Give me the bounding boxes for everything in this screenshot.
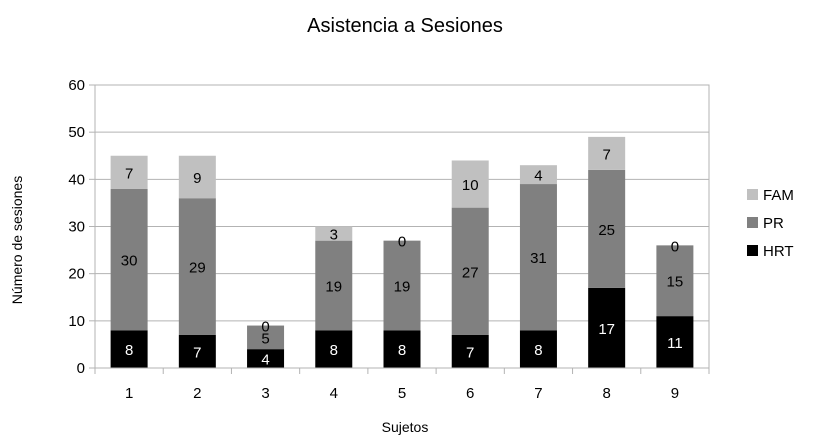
data-label-hrt: 4 (261, 352, 269, 369)
bar-hrt (519, 330, 557, 368)
y-tick-label: 40 (68, 171, 85, 188)
y-axis-title: Número de sesiones (9, 176, 25, 304)
data-label-fam: 9 (193, 170, 201, 187)
data-label-pr: 25 (598, 222, 615, 239)
x-tick-label: 1 (125, 385, 133, 402)
bar-hrt (247, 349, 285, 368)
y-tick-label: 0 (77, 360, 85, 377)
data-label-pr: 29 (189, 260, 206, 277)
data-label-fam: 0 (671, 238, 679, 255)
data-label-fam: 7 (125, 165, 133, 182)
data-label-hrt: 11 (667, 335, 683, 352)
data-label-hrt: 7 (466, 344, 474, 361)
data-label-pr: 27 (462, 264, 479, 281)
legend: FAM PR HRT (747, 187, 794, 260)
data-label-pr: 5 (261, 330, 269, 347)
data-label-hrt: 8 (534, 342, 542, 359)
x-tick-label: 9 (671, 385, 679, 402)
bar-hrt (588, 287, 626, 368)
data-label-hrt: 7 (193, 344, 201, 361)
bar-hrt (451, 334, 489, 368)
x-tick-label: 2 (193, 385, 201, 402)
y-tick-label: 50 (68, 124, 85, 141)
y-tick-label: 20 (68, 266, 85, 283)
bar-fam (178, 155, 216, 199)
legend-swatch-pr (747, 217, 758, 228)
x-tick-label: 7 (534, 385, 542, 402)
bar-pr (178, 198, 216, 335)
data-label-fam: 4 (534, 168, 542, 185)
data-label-pr: 30 (121, 253, 138, 270)
data-label-hrt: 17 (598, 321, 615, 338)
bar-hrt (178, 334, 216, 368)
bar-pr (519, 184, 557, 331)
data-label-hrt: 8 (398, 342, 406, 359)
bar-hrt (315, 330, 353, 368)
x-tick-label: 5 (398, 385, 406, 402)
chart-title: Asistencia a Sesiones (307, 15, 503, 37)
bar-hrt (110, 330, 148, 368)
x-axis-title: Sujetos (382, 419, 429, 435)
bar-fam (588, 136, 626, 170)
y-tick-label: 30 (68, 219, 85, 236)
data-label-pr: 19 (325, 278, 342, 295)
bar-pr (110, 188, 148, 331)
data-label-fam: 0 (261, 319, 269, 336)
bar-pr (383, 240, 421, 331)
bar-pr (247, 325, 285, 350)
legend-label-hrt: HRT (763, 243, 794, 260)
data-label-hrt: 8 (125, 342, 133, 359)
data-label-fam: 0 (398, 234, 406, 251)
x-tick-label: 6 (466, 385, 474, 402)
data-label-hrt: 8 (330, 342, 338, 359)
bar-hrt (656, 316, 694, 368)
legend-swatch-fam (747, 189, 758, 200)
data-label-pr: 19 (394, 278, 411, 295)
legend-label-pr: PR (763, 215, 784, 232)
data-label-fam: 7 (602, 146, 610, 163)
data-label-pr: 15 (667, 274, 684, 291)
data-label-pr: 31 (530, 250, 547, 267)
y-tick-label: 60 (68, 77, 85, 94)
bar-pr (656, 245, 694, 317)
x-tick-label: 8 (602, 385, 610, 402)
y-tick-label: 10 (68, 313, 85, 330)
data-label-fam: 10 (462, 177, 479, 194)
bar-pr (451, 207, 489, 335)
legend-swatch-hrt (747, 245, 758, 256)
bar-fam (519, 165, 557, 185)
x-tick-label: 3 (261, 385, 269, 402)
bar-hrt (383, 330, 421, 368)
x-tick-label: 4 (330, 385, 338, 402)
bar-pr (315, 240, 353, 331)
bar-fam (110, 155, 148, 189)
bar-fam (315, 226, 353, 241)
legend-label-fam: FAM (763, 187, 794, 204)
bar-fam (451, 160, 489, 208)
bar-pr (588, 169, 626, 288)
data-label-fam: 3 (330, 227, 338, 244)
